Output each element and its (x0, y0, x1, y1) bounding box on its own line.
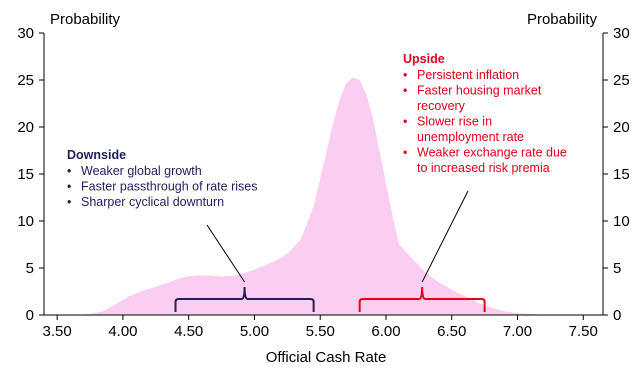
y-tick-label-left: 10 (17, 213, 34, 230)
x-axis-label: Official Cash Rate (266, 349, 387, 366)
probability-area (70, 77, 558, 315)
x-tick-label: 4.50 (174, 323, 203, 340)
y-tick-label-right: 25 (613, 72, 630, 89)
y-tick-label-right: 5 (613, 260, 621, 277)
downside-bullet: • (67, 180, 71, 194)
y-tick-label-left: 0 (26, 307, 34, 324)
y-tick-label-right: 30 (613, 25, 630, 42)
downside-title: Downside (67, 148, 126, 162)
upside-bracket (358, 286, 486, 312)
x-tick-label: 6.00 (371, 323, 400, 340)
upside-item-line: to increased risk premia (417, 161, 550, 175)
upside-annotation: Upside • Persistent inflation • Faster hous… (403, 52, 567, 175)
upside-item-line: recovery (417, 99, 466, 113)
upside-item-line: Faster housing market (417, 84, 542, 98)
y-tick-label-left: 30 (17, 25, 34, 42)
upside-item-line: Weaker exchange rate due (417, 146, 567, 160)
upside-items: • Persistent inflation • Faster housing mar… (403, 68, 567, 175)
y-tick-label-right: 20 (613, 119, 630, 136)
y-tick-label-left: 25 (17, 72, 34, 89)
y-tick-label-left: 15 (17, 166, 34, 183)
y-tick-label-left: 20 (17, 119, 34, 136)
x-tick-label: 5.00 (240, 323, 269, 340)
upside-bullet: • (403, 84, 407, 98)
ticks-layer: 3.50 4.00 4.50 5.00 5.50 6.00 6.50 7.00 7.50 0 0 5 5… (17, 25, 629, 340)
upside-bullet: • (403, 146, 407, 160)
x-tick-label: 7.50 (569, 323, 598, 340)
y-tick-label-left: 5 (26, 260, 34, 277)
downside-item: Weaker global growth (81, 164, 202, 178)
x-tick-label: 6.50 (437, 323, 466, 340)
y-tick-label-right: 0 (613, 307, 621, 324)
downside-pointer-line (206, 224, 245, 283)
upside-title: Upside (403, 52, 445, 66)
upside-item-line: unemployment rate (417, 130, 524, 144)
downside-bullet: • (67, 164, 71, 178)
x-tick-label: 3.50 (43, 323, 72, 340)
downside-bullet: • (67, 195, 71, 209)
downside-annotation: Downside • Weaker global growth • Faster pa… (67, 148, 257, 209)
upside-item-line: Slower rise in (417, 115, 492, 129)
y-tick-label-right: 15 (613, 166, 630, 183)
bracket-layer (174, 190, 486, 312)
downside-item: Faster passthrough of rate rises (81, 180, 257, 194)
upside-pointer-line (421, 190, 469, 283)
y-axis-right-label: Probability (527, 11, 598, 28)
upside-item-line: Persistent inflation (417, 68, 519, 82)
x-tick-label: 4.00 (108, 323, 137, 340)
downside-bracket (174, 286, 315, 312)
y-axis-left-label: Probability (50, 11, 121, 28)
probability-area-layer (70, 77, 558, 315)
x-tick-label: 5.50 (306, 323, 335, 340)
downside-item: Sharper cyclical downturn (81, 195, 224, 209)
y-tick-label-right: 10 (613, 213, 630, 230)
upside-bullet: • (403, 68, 407, 82)
upside-bullet: • (403, 115, 407, 129)
downside-items: • Weaker global growth • Faster passthrough… (67, 164, 257, 209)
x-tick-label: 7.00 (503, 323, 532, 340)
